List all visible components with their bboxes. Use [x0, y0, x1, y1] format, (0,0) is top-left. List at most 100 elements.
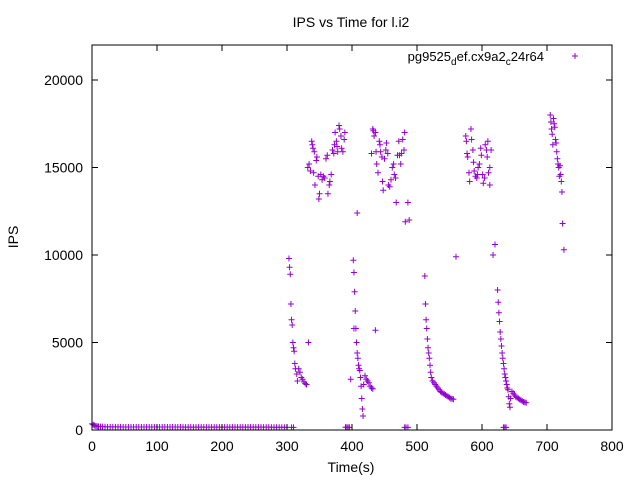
data-point	[382, 147, 389, 153]
data-point	[336, 126, 343, 132]
data-point	[519, 398, 526, 405]
data-point	[557, 171, 564, 178]
data-point	[421, 273, 428, 279]
data-point	[499, 355, 506, 362]
data-point	[295, 365, 302, 372]
data-point	[560, 246, 567, 253]
data-point	[477, 145, 484, 152]
data-point	[368, 150, 375, 157]
data-point	[313, 157, 320, 164]
data-point	[384, 150, 391, 157]
data-point	[450, 396, 457, 403]
data-point	[470, 159, 477, 166]
data-point	[401, 129, 408, 136]
data-point	[464, 150, 471, 157]
data-point	[559, 220, 566, 227]
data-point	[523, 399, 530, 406]
data-point	[497, 329, 504, 335]
y-axis-label: IPS	[5, 226, 21, 249]
data-point	[355, 362, 362, 369]
data-point	[371, 133, 378, 139]
data-point	[291, 348, 298, 355]
data-point	[360, 381, 367, 388]
data-point	[486, 164, 493, 171]
data-point	[423, 325, 430, 332]
data-point	[391, 171, 398, 178]
data-point	[309, 141, 316, 148]
data-point	[354, 350, 361, 356]
data-point	[399, 136, 406, 143]
data-point	[386, 183, 393, 190]
data-point	[354, 210, 361, 216]
x-tick-label: 800	[600, 438, 624, 454]
data-point	[288, 316, 295, 323]
data-point	[339, 148, 346, 155]
data-point	[480, 180, 487, 187]
data-point	[500, 360, 507, 367]
y-tick-label: 0	[75, 422, 83, 438]
x-axis: 0 100 200 300 400 500 600 700 800	[88, 45, 624, 454]
data-point	[372, 327, 379, 334]
data-point	[302, 380, 309, 387]
x-tick-label: 400	[340, 438, 364, 454]
data-point	[356, 367, 363, 374]
data-point	[478, 152, 485, 159]
data-point	[379, 178, 386, 185]
data-point	[358, 395, 365, 402]
data-point	[497, 336, 504, 342]
data-point	[333, 138, 340, 145]
data-point	[501, 371, 508, 377]
data-point	[291, 360, 298, 367]
data-point	[402, 218, 409, 225]
legend-marker-symbol	[572, 53, 578, 59]
data-point	[392, 175, 399, 181]
y-axis: 0 5000 10000 15000 20000	[44, 72, 612, 438]
data-point	[505, 386, 511, 393]
data-point	[552, 136, 559, 143]
data-point	[286, 264, 293, 271]
data-point	[321, 175, 328, 181]
data-point	[306, 161, 313, 167]
data-point	[377, 148, 384, 155]
data-point	[499, 350, 506, 356]
plot-area	[89, 112, 567, 431]
x-tick-label: 0	[88, 438, 96, 454]
data-point	[346, 424, 353, 431]
data-point	[423, 316, 430, 323]
y-tick-label: 20000	[44, 72, 83, 88]
legend-label: pg9525def.cx9a2c24r64	[408, 49, 544, 68]
data-point	[550, 115, 557, 122]
data-point	[427, 362, 433, 369]
data-point	[293, 371, 300, 377]
data-point	[479, 171, 486, 178]
data-point	[446, 394, 453, 401]
data-point	[315, 196, 322, 202]
legend-label-subscript: c	[506, 57, 511, 68]
x-tick-label: 100	[145, 438, 169, 454]
data-point	[481, 175, 488, 181]
data-point	[290, 344, 297, 351]
data-point	[494, 287, 501, 293]
data-point	[388, 176, 394, 183]
data-point	[548, 126, 555, 132]
data-point	[475, 164, 482, 171]
data-point	[350, 257, 357, 264]
data-point	[341, 136, 348, 143]
data-point	[326, 178, 333, 185]
data-point	[482, 141, 489, 148]
data-point	[332, 129, 339, 136]
data-point	[287, 271, 294, 278]
data-point	[362, 372, 368, 379]
data-point	[464, 154, 471, 160]
data-point	[501, 365, 508, 372]
data-point	[350, 269, 357, 276]
data-point	[383, 140, 390, 146]
data-point	[310, 145, 316, 152]
data-point	[297, 369, 303, 376]
data-point	[303, 381, 310, 388]
data-point	[462, 133, 469, 139]
data-point	[365, 379, 372, 386]
data-point	[401, 147, 407, 153]
x-tick-label: 300	[275, 438, 299, 454]
